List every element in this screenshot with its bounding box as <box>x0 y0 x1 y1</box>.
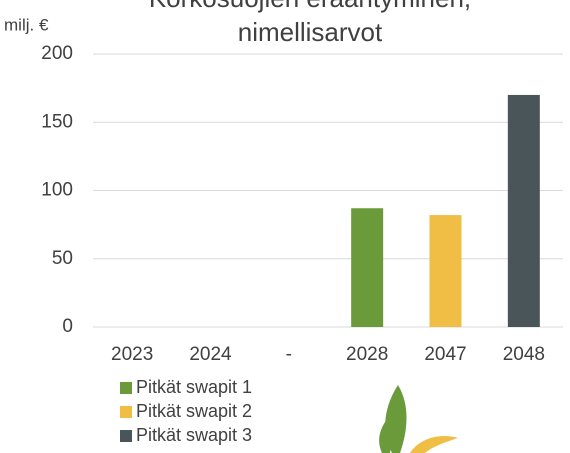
y-tick-label: 150 <box>41 111 73 132</box>
legend-label: Pitkät swapit 1 <box>136 377 252 397</box>
x-tick-label: - <box>286 344 292 365</box>
legend-swatch <box>120 382 132 394</box>
legend-swatch <box>120 430 132 442</box>
x-tick-label: 2048 <box>503 344 545 365</box>
chart-title: Korkosuojien erääntyminen, <box>149 0 471 13</box>
chart-title: nimellisarvot <box>238 17 383 47</box>
y-tick-label: 50 <box>52 248 73 269</box>
x-tick-label: 2023 <box>111 344 153 365</box>
legend-label: Pitkät swapit 3 <box>136 425 252 445</box>
legend-swatch <box>120 406 132 418</box>
y-tick-label: 100 <box>41 180 73 201</box>
y-axis-label: milj. € <box>4 15 49 34</box>
x-tick-label: 2028 <box>346 344 388 365</box>
y-tick-label: 200 <box>41 43 73 64</box>
y-tick-label: 0 <box>62 316 73 337</box>
x-tick-label: 2047 <box>424 344 466 365</box>
x-tick-label: 2024 <box>189 344 232 365</box>
legend-label: Pitkät swapit 2 <box>136 401 252 421</box>
bar <box>429 215 462 327</box>
bar <box>507 94 540 327</box>
logo <box>379 385 458 453</box>
bar <box>351 208 384 327</box>
